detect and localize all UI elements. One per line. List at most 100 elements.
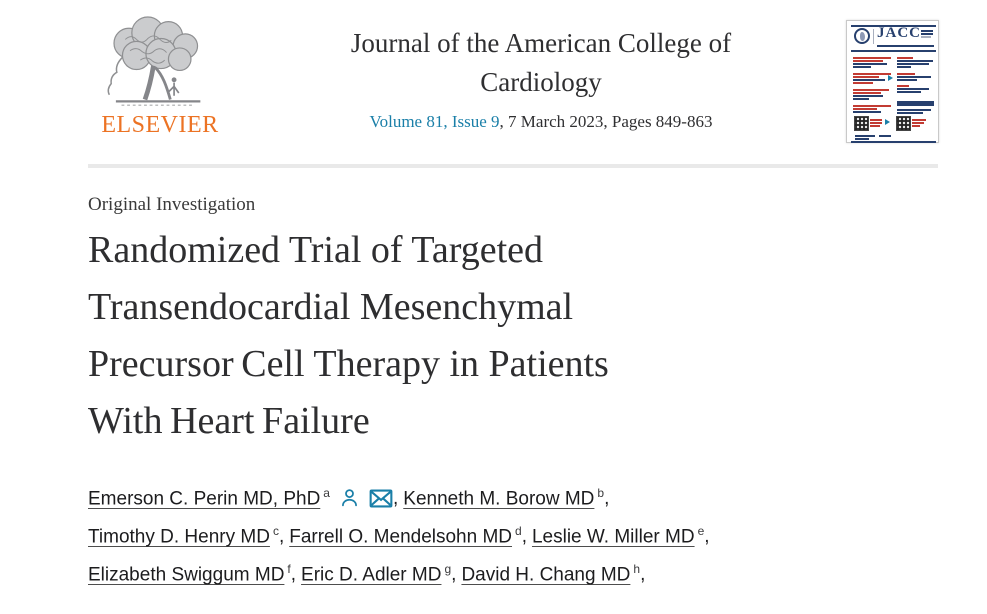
author-line: Elizabeth Swiggum MD f, Eric D. Adler MD g,… <box>88 562 927 587</box>
author-link[interactable]: David H. Chang MD <box>461 564 631 586</box>
cover-microtext-bar <box>897 88 929 90</box>
cover-microtext-bar <box>897 112 923 114</box>
author-separator: , <box>451 564 457 586</box>
author-separator: , <box>704 526 710 548</box>
cover-microtext-bar <box>897 79 917 81</box>
journal-title-block: Journal of the American College of Cardi… <box>236 14 846 132</box>
cover-microtext-bar <box>855 138 869 140</box>
author-affiliation-sup: g <box>444 562 452 577</box>
author-affiliation-sup: b <box>597 486 605 500</box>
cover-microtext-bar <box>855 135 875 137</box>
header-divider <box>88 164 938 168</box>
volume-issue-link[interactable]: Volume 81, Issue 9 <box>369 112 500 132</box>
cover-microtext-bar <box>870 125 880 127</box>
elsevier-wordmark: ELSEVIER <box>101 112 219 138</box>
cover-microtext-bar <box>897 60 933 62</box>
cover-microtext-bar <box>853 76 879 78</box>
cover-microtext-bar <box>853 108 877 110</box>
cover-microtext-bar <box>912 125 920 127</box>
cover-logo-divider <box>873 29 874 44</box>
author-separator: , <box>278 526 285 548</box>
journal-title-link[interactable]: Journal of the American College of Cardi… <box>236 24 846 102</box>
cover-microtext-bar <box>853 92 881 94</box>
date-pages-text: , 7 March 2023, Pages 849-863 <box>499 112 713 132</box>
cover-microtext-bar <box>897 101 934 106</box>
author-separator: , <box>392 488 399 510</box>
author-affiliation-sup: a <box>323 486 330 500</box>
article-title-line: Precursor Cell Therapy in Patients <box>88 343 609 385</box>
cover-microtext-bar <box>921 36 931 38</box>
author-link[interactable]: Elizabeth Swiggum MD <box>88 564 285 586</box>
cover-microtext-bar <box>853 73 891 75</box>
author-line: Timothy D. Henry MD c, Farrell O. Mendelso… <box>88 524 927 549</box>
cover-microtext-bar <box>853 66 871 68</box>
journal-title-line1: Journal of the American College of <box>350 28 732 58</box>
article-title-line: Randomized Trial of Targeted <box>88 229 544 271</box>
cover-microtext-bar <box>870 122 882 124</box>
email-icon[interactable] <box>369 489 393 508</box>
cover-microtext-bar <box>853 63 887 65</box>
author-list: Emerson C. Perin MD, PhD a , Kenneth M. Bo… <box>88 486 927 587</box>
elsevier-tree-icon <box>107 16 201 106</box>
cover-microtext-bar <box>897 85 909 87</box>
cover-microtext-bar <box>853 105 891 107</box>
author-affiliation-sup: f <box>287 562 291 577</box>
cover-microtext-bar <box>853 79 885 81</box>
author-separator: , <box>604 488 610 510</box>
cover-microtext-bar <box>853 98 869 100</box>
author-link[interactable]: Leslie W. Miller MD <box>531 526 695 548</box>
cover-microtext-bar <box>853 57 891 59</box>
article-main: Original Investigation Randomized Trial … <box>88 194 927 587</box>
qr-code <box>854 116 869 131</box>
author-link[interactable]: Timothy D. Henry MD <box>88 526 270 548</box>
author-affiliation-sup: c <box>272 524 279 539</box>
author-affiliation-sup: e <box>697 524 705 539</box>
cover-microtext-bar <box>912 119 926 121</box>
article-title-line: Transendocardial Mesenchymal <box>88 286 574 328</box>
cover-microtext-bar <box>853 95 883 97</box>
cover-microtext-bar <box>897 63 929 65</box>
author-line: Emerson C. Perin MD, PhD a , Kenneth M. Bo… <box>88 486 927 511</box>
cover-microtext-bar <box>897 73 915 75</box>
author-separator: , <box>640 564 646 586</box>
cover-microtext-bar <box>853 60 883 62</box>
jacc-cover-thumbnail[interactable]: JACC <box>846 20 939 143</box>
author-affiliation-sup: d <box>515 524 522 539</box>
cover-microtext-bar <box>853 82 873 84</box>
elsevier-logo[interactable]: ELSEVIER <box>84 14 236 139</box>
cover-microtext-bar <box>877 45 934 47</box>
author-separator: , <box>290 564 297 586</box>
cover-arrow-icon <box>888 75 893 81</box>
article-title-line: With Heart Failure <box>88 400 370 442</box>
author-link[interactable]: Eric D. Adler MD <box>301 564 442 586</box>
cover-microtext-bar <box>851 50 936 52</box>
article-type-label: Original Investigation <box>88 194 256 215</box>
volume-issue-line: Volume 81, Issue 9, 7 March 2023, Pages … <box>236 112 846 132</box>
author-separator: , <box>521 526 527 548</box>
cover-microtext-bar <box>851 141 936 143</box>
cover-microtext-bar <box>912 122 924 124</box>
journal-header: ELSEVIER Journal of the American College… <box>0 0 987 143</box>
qr-code <box>896 116 911 131</box>
cover-microtext-bar <box>921 30 933 32</box>
journal-title-line2: Cardiology <box>480 67 602 98</box>
cover-microtext-bar <box>897 109 931 111</box>
cover-microtext-bar <box>897 66 911 68</box>
jacc-logo-icon <box>854 28 870 44</box>
author-link[interactable]: Kenneth M. Borow MD <box>403 488 595 510</box>
cover-microtext-bar <box>879 135 891 137</box>
author-affiliation-sup: h <box>633 562 641 577</box>
cover-microtext-bar <box>870 119 882 121</box>
jacc-cover-title: JACC <box>877 25 921 41</box>
author-link[interactable]: Farrell O. Mendelsohn MD <box>289 526 513 548</box>
cover-microtext-bar <box>853 89 889 91</box>
cover-arrow-icon <box>885 119 890 125</box>
cover-microtext-bar <box>897 57 913 59</box>
cover-microtext-bar <box>851 25 936 27</box>
cover-microtext-bar <box>897 76 931 78</box>
author-profile-icon[interactable] <box>339 487 360 508</box>
cover-microtext-bar <box>853 111 881 113</box>
article-title: Randomized Trial of Targeted Transendoca… <box>88 222 927 450</box>
author-link[interactable]: Emerson C. Perin MD, PhD <box>88 488 321 510</box>
